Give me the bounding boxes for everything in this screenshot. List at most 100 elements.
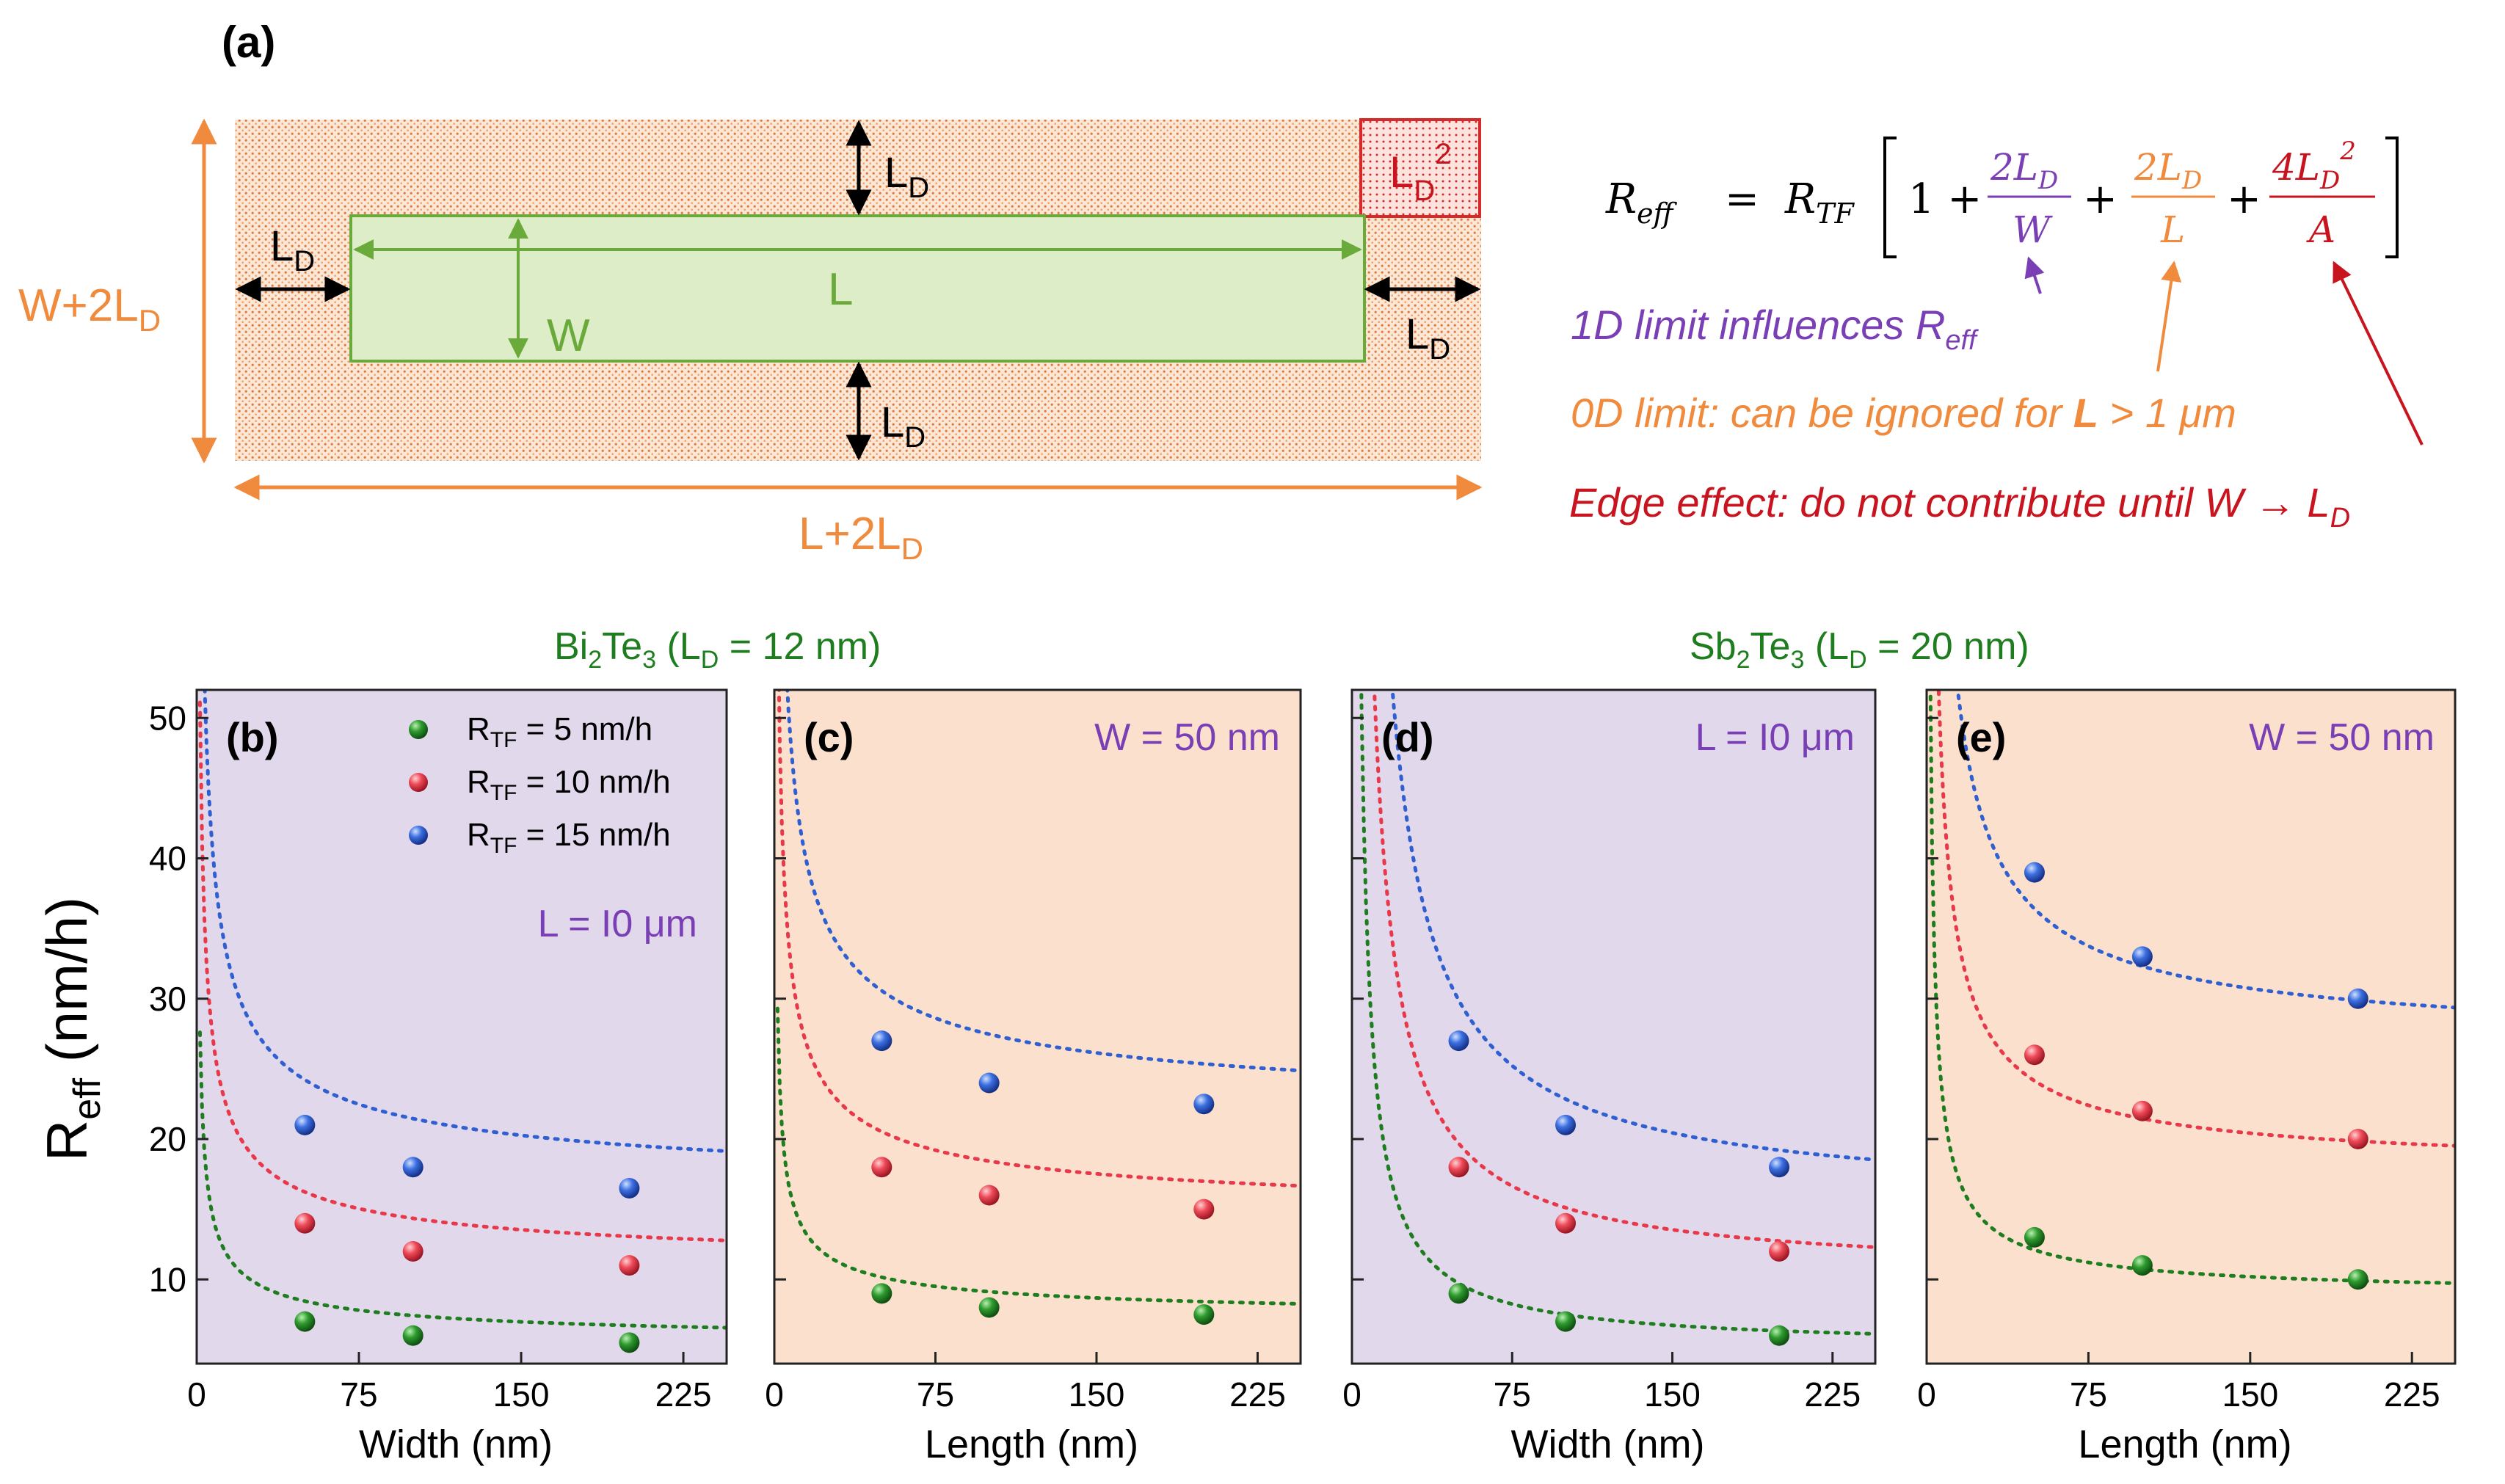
charts: 0 75 150 225 10 20 30 40 50 Width (nm) (b) L = I0 μ… (149, 688, 2457, 1466)
diagram-panel-a: (a) LD2 L W LD LD LD LD W+2LD L+2LD (18, 18, 1483, 566)
legend-entry-3: RTF = 15 nm/h (467, 817, 671, 858)
x-tick-label: 150 (2222, 1375, 2278, 1414)
data-point-red (2131, 1100, 2153, 1121)
data-point-blue (871, 1030, 892, 1052)
fit-curve-blue (203, 690, 727, 1153)
data-point-blue (2131, 946, 2153, 967)
data-point-green (2024, 1226, 2045, 1248)
data-point-blue (1769, 1157, 1790, 1178)
data-point-blue (294, 1114, 316, 1135)
data-point-green (1769, 1325, 1790, 1346)
legend-entry-2: RTF = 10 nm/h (467, 764, 671, 805)
data-point-red (1448, 1157, 1469, 1178)
chart-panel-3: 0 75 150 225 Width (nm) (d) L = I0 μm (1342, 688, 1877, 1466)
legend-entry-1: RTF = 5 nm/h (467, 711, 652, 752)
corner-area-box (1359, 118, 1481, 218)
annot-arrow-1d (2024, 256, 2045, 294)
data-point-red (2347, 1129, 2368, 1149)
panel-condition-note: W = 50 nm (1094, 716, 1280, 759)
data-point-blue (978, 1072, 1000, 1094)
fit-curve-green (775, 1006, 1301, 1306)
chart-panel-4: 0 75 150 225 Length (nm) (e) W = 50 nm (1917, 688, 2457, 1466)
panel-condition-note: L = I0 μm (538, 903, 697, 945)
y-tick-label: 20 (149, 1120, 186, 1158)
data-point-blue (1448, 1030, 1469, 1052)
eq-bracket-right (2385, 137, 2399, 258)
panel-condition-note: W = 50 nm (2249, 716, 2435, 759)
panel-label: (e) (1956, 714, 2006, 760)
nanowire-rect (349, 214, 1366, 363)
fit-curve-red (197, 700, 727, 1243)
eq-frac3-num: 4LD2 (2272, 137, 2356, 195)
data-point-green (1193, 1304, 1215, 1325)
x-tick-label: 0 (1917, 1375, 1936, 1414)
data-point-green (294, 1311, 316, 1332)
plot-frame (195, 688, 728, 1365)
plot-background (1927, 690, 2455, 1364)
fit-curve-red (777, 690, 1301, 1188)
data-point-blue (1555, 1114, 1577, 1135)
x-tick-label: 225 (2384, 1375, 2440, 1414)
eq-one-plus: 1 + (1908, 175, 1982, 223)
fit-curve-blue (785, 690, 1301, 1073)
chart-panel-2: 0 75 150 225 Length (nm) (c) W = 50 nm (765, 688, 1302, 1466)
x-tick-label: 75 (917, 1375, 954, 1414)
panel-label: (c) (804, 714, 854, 760)
x-tick-label: 75 (340, 1375, 377, 1414)
chart-panel-1: 0 75 150 225 10 20 30 40 50 Width (nm) (b) L = I0 μ… (149, 688, 728, 1466)
plot-frame (773, 688, 1302, 1365)
x-tick-label: 225 (1804, 1375, 1861, 1414)
plot-background (197, 690, 727, 1364)
ld-label-top: LD (884, 149, 929, 204)
x-tick-label: 225 (1229, 1375, 1286, 1414)
fit-curve-red (1936, 690, 2455, 1148)
panel-label: (b) (226, 714, 279, 760)
x-tick-label: 75 (2070, 1375, 2107, 1414)
title-sb2te3: Sb2Te3 (LD = 20 nm) (1690, 625, 2029, 674)
eq-plus-2: + (2227, 175, 2261, 223)
data-point-blue (619, 1177, 640, 1199)
data-point-green (2131, 1255, 2153, 1276)
data-point-blue (2024, 862, 2045, 883)
eq-frac3-den: A (2306, 208, 2335, 251)
data-point-red (402, 1241, 423, 1262)
x-tick-label: 150 (493, 1375, 550, 1414)
legend-marker-red (409, 773, 428, 792)
fit-curve-green (1359, 690, 1875, 1336)
data-point-green (1555, 1311, 1577, 1332)
data-point-green (1448, 1283, 1469, 1304)
eq-frac2-num: 2LD (2134, 146, 2202, 195)
fit-curve-blue (1955, 690, 2455, 1010)
fit-curve-blue (1390, 690, 1875, 1162)
annot-arrow-edge (2333, 261, 2424, 445)
x-axis-label: Width (nm) (1510, 1422, 1704, 1466)
data-point-blue (1193, 1094, 1215, 1115)
equation: Reff = RTF 1 + 2LD W + 2LD L + 4LD2 A 1D… (1569, 137, 2424, 534)
width-label: W (547, 310, 590, 361)
eq-equals: = (1725, 175, 1759, 223)
x-tick-label: 150 (1644, 1375, 1701, 1414)
data-point-green (978, 1297, 1000, 1318)
y-tick-label: 10 (149, 1260, 186, 1298)
data-point-red (2024, 1044, 2045, 1066)
data-point-red (871, 1157, 892, 1178)
data-point-green (2347, 1269, 2368, 1290)
plot-background (774, 690, 1301, 1364)
fit-curve-red (1373, 690, 1875, 1249)
data-point-green (871, 1283, 892, 1304)
data-point-red (294, 1212, 316, 1234)
x-tick-label: 0 (187, 1375, 206, 1414)
plot-frame (1925, 688, 2457, 1365)
panel-label: (d) (1381, 714, 1434, 760)
panel-condition-note: L = I0 μm (1695, 716, 1855, 759)
annot-edge: Edge effect: do not contribute until W →… (1569, 479, 2350, 534)
eq-lhs: Reff (1605, 175, 1678, 230)
x-tick-label: 0 (1342, 1375, 1361, 1414)
x-axis-label: Length (nm) (2078, 1422, 2291, 1466)
data-point-red (978, 1185, 1000, 1206)
legend-marker-green (409, 720, 428, 739)
eq-frac1-num: 2LD (1990, 146, 2058, 195)
legend-marker-blue (409, 826, 428, 845)
x-axis-label: Width (nm) (359, 1422, 553, 1466)
